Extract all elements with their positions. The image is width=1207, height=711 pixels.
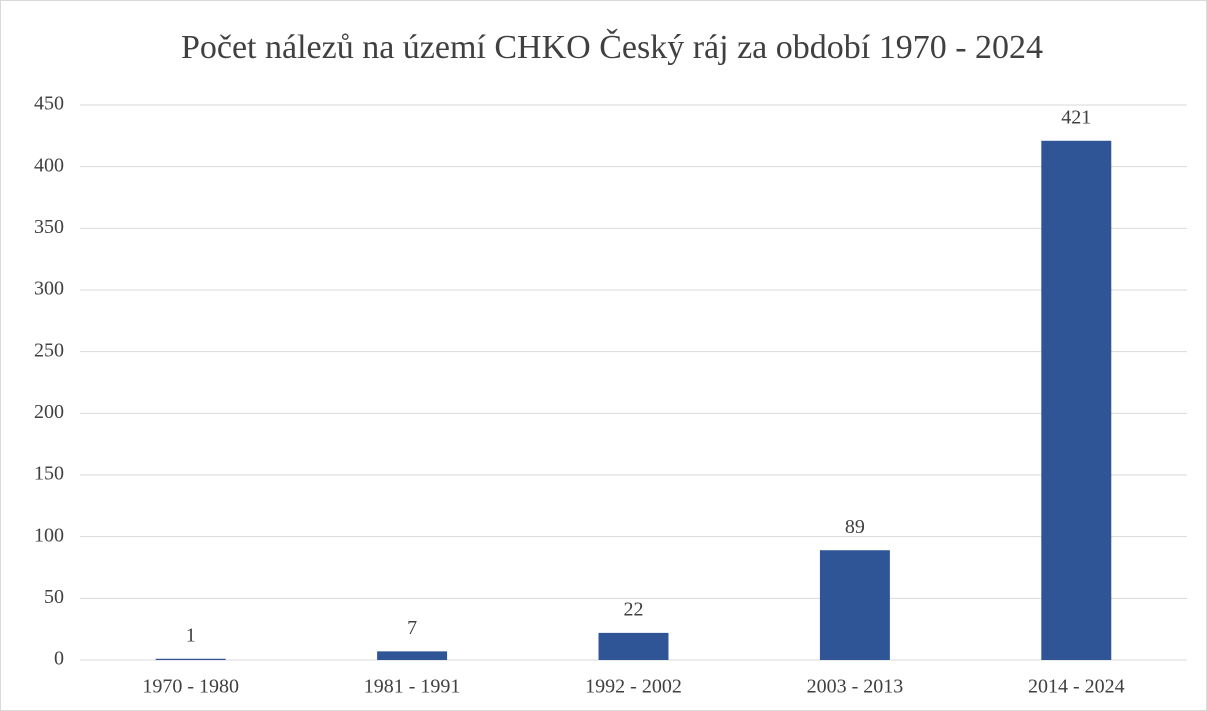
- x-tick-label: 1992 - 2002: [585, 676, 682, 698]
- x-tick-label: 2014 - 2024: [1028, 676, 1125, 698]
- bar: [819, 550, 890, 660]
- bar: [155, 658, 226, 660]
- y-tick-label: 450: [34, 93, 64, 115]
- y-tick-label: 200: [34, 401, 64, 423]
- bar: [1041, 140, 1112, 660]
- data-label: 7: [407, 617, 417, 639]
- y-tick-label: 400: [34, 154, 64, 176]
- data-label: 89: [845, 516, 865, 538]
- y-tick-label: 350: [34, 216, 64, 238]
- y-tick-label: 50: [44, 586, 64, 608]
- y-tick-label: 100: [34, 524, 64, 546]
- y-tick-label: 300: [34, 278, 64, 300]
- chart-title: Počet nálezů na území CHKO Český ráj za …: [181, 28, 1043, 66]
- data-label: 22: [624, 598, 644, 620]
- bar: [377, 651, 448, 660]
- bar: [598, 632, 669, 660]
- y-tick-label: 0: [54, 648, 64, 670]
- x-tick-label: 2003 - 2013: [807, 676, 904, 698]
- y-tick-label: 250: [34, 339, 64, 361]
- x-tick-label: 1981 - 1991: [364, 676, 461, 698]
- y-tick-label: 150: [34, 463, 64, 485]
- data-label: 1: [186, 624, 196, 646]
- data-label: 421: [1061, 106, 1091, 128]
- x-tick-label: 1970 - 1980: [142, 676, 239, 698]
